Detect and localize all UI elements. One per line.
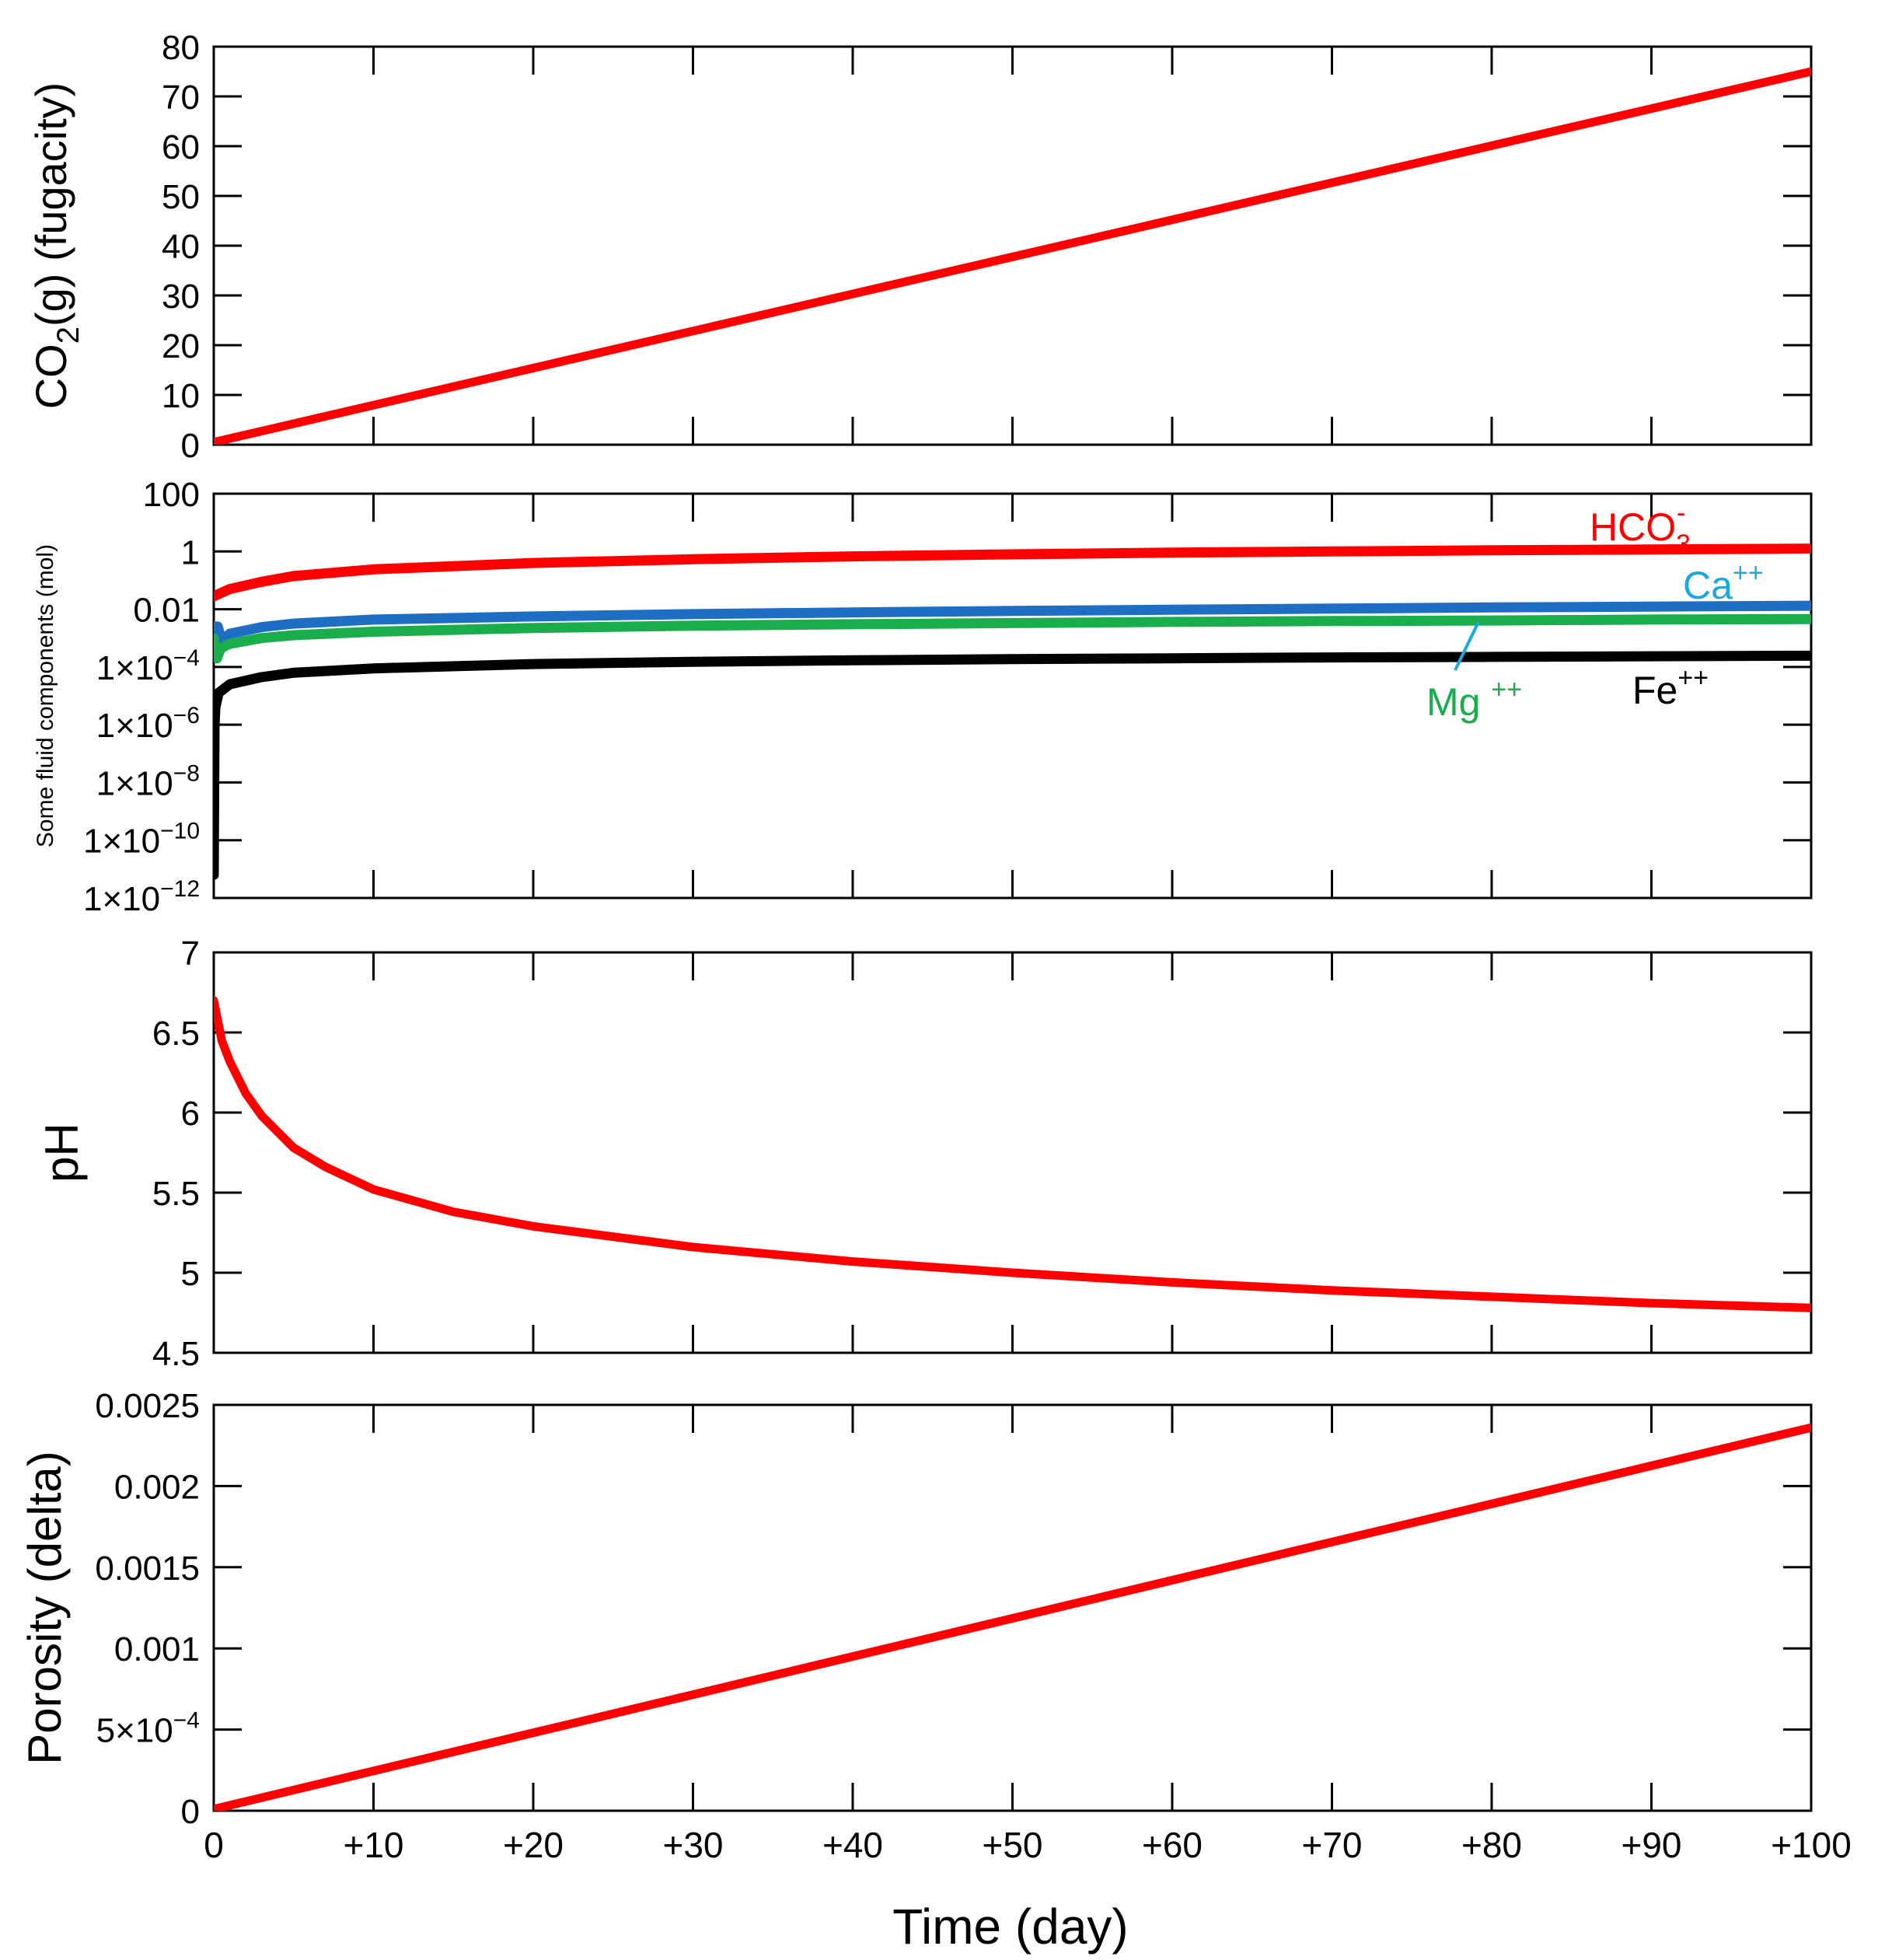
x-tick-label: +10 xyxy=(343,1825,403,1865)
y-tick-label: 0 xyxy=(181,1793,200,1831)
y-tick-label: 1 xyxy=(181,533,200,571)
y-axis-title: CO2(g) (fugacity) xyxy=(26,82,86,410)
y-tick-label: 0.01 xyxy=(133,592,200,630)
x-tick-label: +100 xyxy=(1771,1825,1852,1865)
series-line-co2-g- xyxy=(214,67,1811,445)
plot-frame xyxy=(212,951,1813,1354)
y-tick-label: 80 xyxy=(162,29,200,67)
x-tick-label: +80 xyxy=(1461,1825,1522,1865)
y-tick-label: 70 xyxy=(162,79,200,117)
y-tick-label: 1×10−12 xyxy=(83,876,200,918)
y-axis-title: pH xyxy=(36,1123,88,1183)
series-line-fe- xyxy=(214,650,1811,880)
y-tick-label: 1×10−8 xyxy=(96,760,200,802)
y-tick-label: 100 xyxy=(143,476,200,514)
mg-pointer-line xyxy=(1454,621,1480,671)
y-tick-label: 30 xyxy=(162,278,200,316)
series-line-hco3- xyxy=(214,543,1811,602)
y-tick-label: 6 xyxy=(181,1095,200,1133)
y-tick-label: 1×10−6 xyxy=(96,703,200,745)
panel-4: 0 5×10−4 0.001 0.0015 0.002 0.0025 Porosity (d… xyxy=(19,1387,1813,1831)
x-tick-label: +30 xyxy=(662,1825,723,1865)
series-line-ph xyxy=(214,996,1811,1312)
y-tick-label: 40 xyxy=(162,228,200,266)
x-tick-label: +40 xyxy=(822,1825,883,1865)
y-tick-label: 20 xyxy=(162,327,200,365)
panel-2: 100 1 0.01 1×10−4 1×10−6 1×10−8 1×10−10 1×10−12… xyxy=(33,476,1813,918)
y-tick-label: 1×10−10 xyxy=(83,819,200,861)
y-tick-label: 50 xyxy=(162,178,200,216)
y-tick-label: 0.001 xyxy=(114,1630,200,1668)
y-tick-label: 60 xyxy=(162,128,200,166)
y-tick-label: 7 xyxy=(181,935,200,973)
annotation-hco3: HCO3- xyxy=(1590,498,1691,559)
y-tick-label: 5 xyxy=(181,1255,200,1293)
x-tick-label: +60 xyxy=(1142,1825,1203,1865)
series-line-ca- xyxy=(214,600,1811,646)
x-tick-label: +50 xyxy=(982,1825,1042,1865)
y-tick-label: 1×10−4 xyxy=(96,645,200,687)
y-tick-label: 5.5 xyxy=(152,1175,200,1213)
panel-3: 4.5 5 5.5 6 6.5 7 pH xyxy=(36,935,1813,1373)
panel-1: 0 10 20 30 40 50 60 70 80 CO2(g) (fugacity) xyxy=(26,29,1813,465)
y-tick-label: 5×10−4 xyxy=(96,1708,200,1750)
x-tick-label: +70 xyxy=(1301,1825,1362,1865)
x-tick-label: 0 xyxy=(204,1825,224,1865)
annotation-fe: Fe++ xyxy=(1632,663,1709,712)
y-tick-label: 0 xyxy=(181,427,200,465)
series-line-mg- xyxy=(214,613,1811,664)
y-axis-title: Some fluid components (mol) xyxy=(33,544,58,847)
x-axis-title: Time (day) xyxy=(892,1899,1128,1955)
y-tick-label: 0.0015 xyxy=(95,1549,200,1588)
y-tick-label: 10 xyxy=(162,377,200,415)
y-tick-label: 6.5 xyxy=(152,1015,200,1053)
series-line-porosity xyxy=(214,1423,1811,1811)
y-axis-title: Porosity (delta) xyxy=(19,1451,71,1764)
y-tick-label: 0.002 xyxy=(114,1468,200,1506)
x-tick-label: +20 xyxy=(503,1825,564,1865)
x-tick-label: +90 xyxy=(1621,1825,1681,1865)
annotation-ca: Ca++ xyxy=(1683,558,1764,607)
annotation-mg: Mg ++ xyxy=(1426,675,1522,724)
y-tick-label: 4.5 xyxy=(152,1335,200,1373)
y-tick-label: 0.0025 xyxy=(95,1387,200,1425)
